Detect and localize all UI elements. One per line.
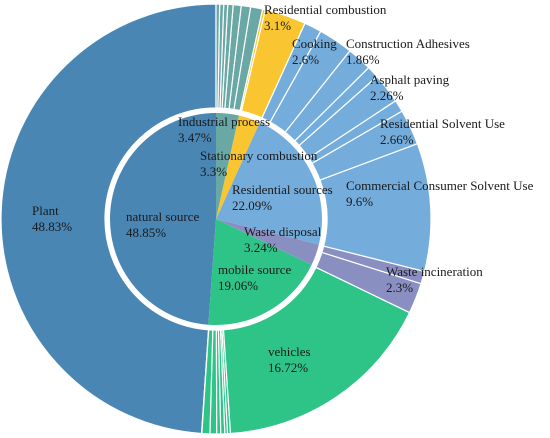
outer-slice-27 [215,3,221,109]
label-name: Industrial process [178,114,270,129]
outer-slice-residential-solvent-use [311,110,419,181]
label-residential-combustion: Residential combustion 3.1% [264,2,387,33]
label-commercial-consumer-solvent-use: Commercial Consumer Solvent Use 9.6% [346,178,534,209]
label-waste-disposal: Waste disposal 3.24% [244,224,322,255]
label-value: 19.06% [218,278,258,293]
outer-slice-residential-combustion [240,8,306,119]
label-mobile-source: mobile source 19.06% [218,262,292,293]
label-value: 2.3% [386,280,413,295]
label-construction-adhesives: Construction Adhesives 1.86% [346,36,470,67]
label-name: Cooking [292,36,337,51]
outer-slice-plant [0,3,217,435]
label-cooking: Cooking 2.6% [292,36,337,67]
label-value: 48.83% [32,219,72,234]
label-value: 2.6% [292,52,319,67]
label-industrial-process: Industrial process 3.47% [178,114,270,145]
label-value: 9.6% [346,194,373,209]
label-value: 3.1% [264,18,291,33]
outer-slice-waste-incineration [315,251,422,314]
label-name: Residential sources [232,182,333,197]
label-asphalt-paving: Asphalt paving 2.26% [370,72,450,103]
label-name: Waste disposal [244,224,322,239]
label-name: natural source [126,209,200,224]
label-stationary-combustion: Stationary combustion 3.3% [200,148,318,179]
label-value: 2.66% [380,132,414,147]
inner-slice-residential-sources [216,122,323,245]
label-value: 22.09% [232,198,272,213]
label-value: 2.26% [370,88,404,103]
chart-labels: Plant 48.83% vehicles 16.72% Waste incinerat… [32,2,534,375]
outer-slice-18 [261,22,322,123]
ring-separator [105,108,327,330]
outer-ring [0,3,432,435]
outer-slice-cooking [269,30,351,134]
label-plant: Plant 48.83% [32,203,72,234]
inner-slice-waste-disposal [216,219,319,265]
label-name: vehicles [268,344,311,359]
label-name: Waste incineration [386,264,483,279]
label-name: Asphalt paving [370,72,450,87]
label-value: 48.85% [126,225,166,240]
label-name: Construction Adhesives [346,36,470,51]
label-value: 3.47% [178,130,212,145]
label-natural-source: natural source 48.85% [126,209,200,240]
outer-slice-asphalt-paving [298,75,397,159]
inner-slice-industrial-process [216,113,239,219]
label-name: mobile source [218,262,292,277]
inner-slice-mobile-source [208,219,312,325]
outer-slice-construction-adhesives [284,49,370,142]
label-value: 16.72% [268,360,308,375]
label-name: Stationary combustion [200,148,318,163]
label-name: Commercial Consumer Solvent Use [346,178,534,193]
inner-ring [105,108,327,330]
label-vehicles: vehicles 16.72% [268,344,311,375]
label-name: Residential combustion [264,2,387,17]
label-waste-incineration: Waste incineration 2.3% [386,264,483,295]
inner-slice-natural-source [110,113,216,325]
outer-slice-commercial-consumer-solvent-use [319,142,432,273]
label-value: 3.24% [244,240,278,255]
label-value: 3.3% [200,164,227,179]
inner-slice-stationary-combustion [216,115,260,219]
label-residential-solvent-use: Residential Solvent Use 2.66% [380,116,505,147]
label-value: 1.86% [346,52,380,67]
label-residential-sources: Residential sources 22.09% [232,182,333,213]
outer-slice-vehicles [222,266,411,435]
label-name: Residential Solvent Use [380,116,505,131]
label-name: Plant [32,203,59,218]
